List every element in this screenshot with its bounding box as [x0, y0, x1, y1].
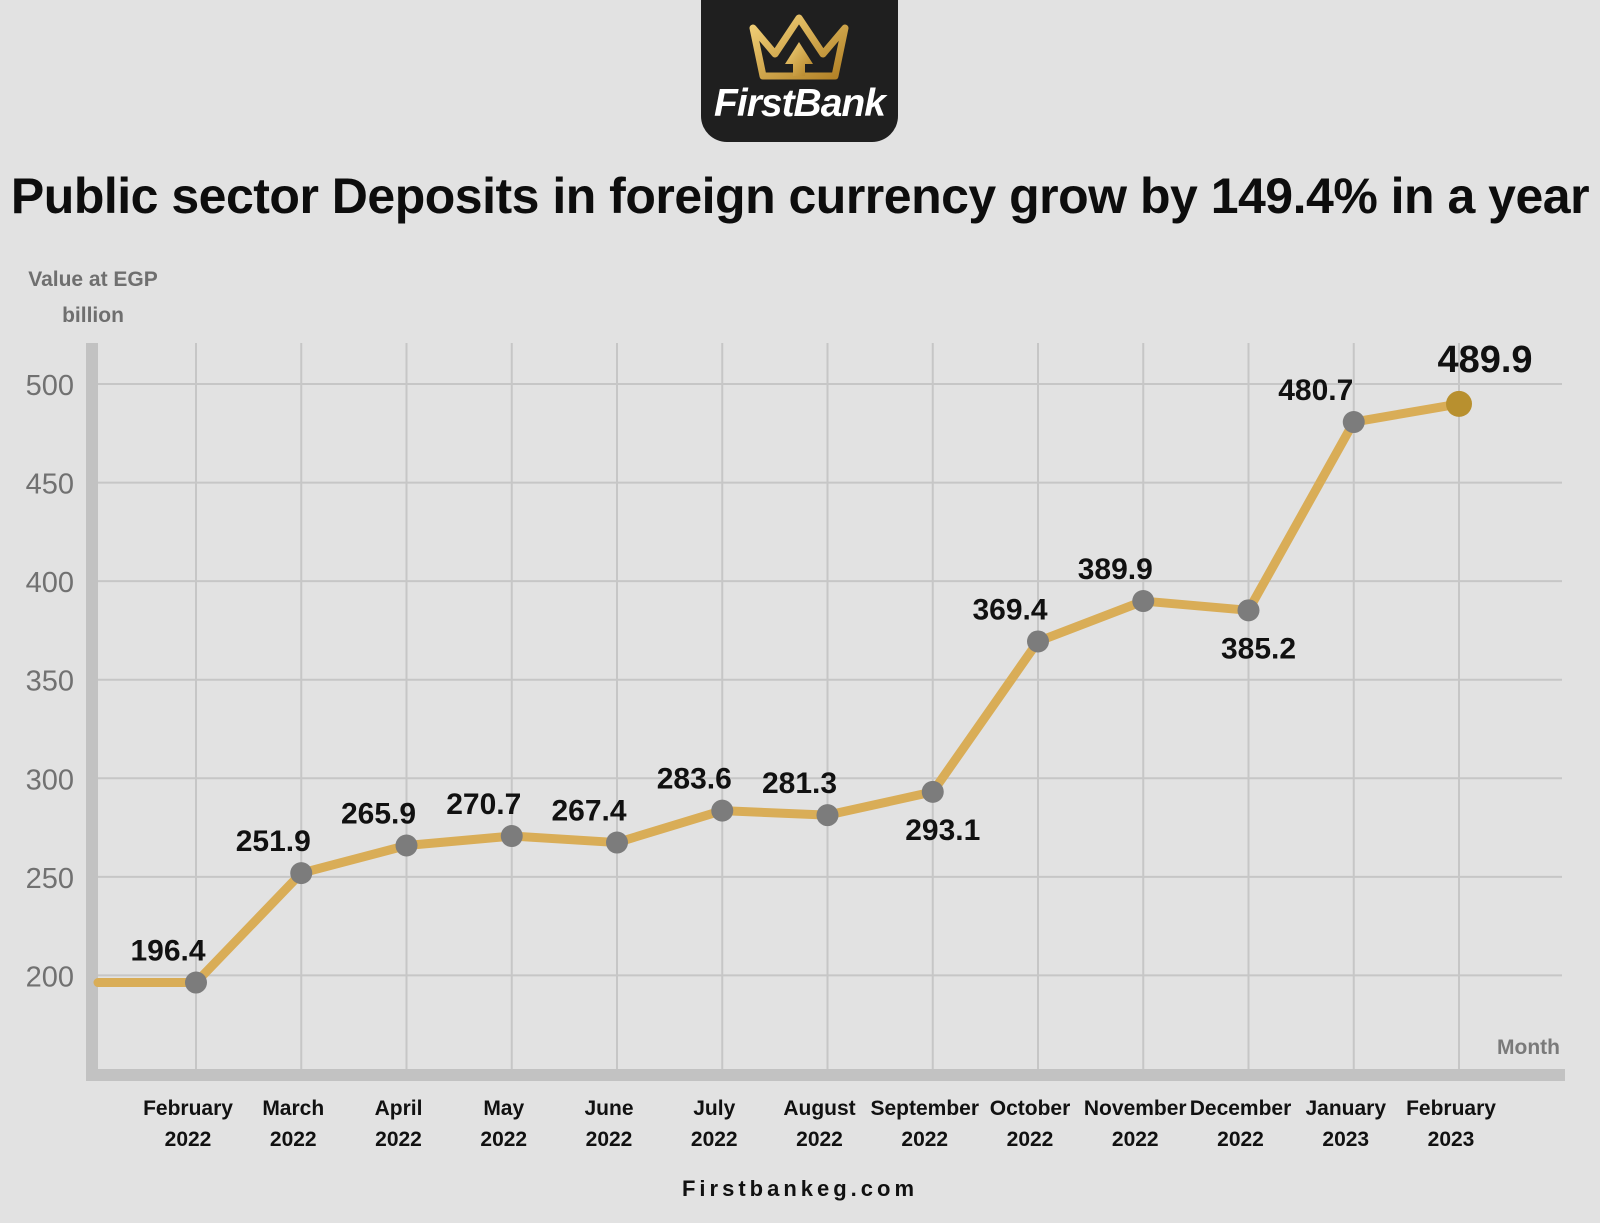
x-tick-label: 2022 [796, 1128, 843, 1151]
data-label: 265.9 [341, 798, 416, 831]
x-tick-label: 2022 [1217, 1128, 1264, 1151]
data-point [1027, 630, 1049, 653]
x-tick-label: 2022 [165, 1128, 212, 1151]
y-tick-label: 250 [26, 863, 74, 895]
x-tick-label: February [143, 1097, 233, 1120]
x-tick-label: June [584, 1097, 633, 1120]
x-tick-label: 2022 [901, 1128, 948, 1151]
data-point [1237, 599, 1260, 622]
x-tick-label: 2022 [1112, 1128, 1159, 1151]
y-axis-line [86, 343, 98, 1081]
x-tick-label: December [1190, 1097, 1292, 1120]
series-line [93, 399, 1464, 988]
x-tick-label: October [990, 1097, 1071, 1120]
x-tick-label: 2022 [270, 1128, 317, 1151]
data-point [1446, 390, 1472, 417]
data-label: 270.7 [446, 788, 521, 821]
x-tick-label: 2022 [586, 1128, 633, 1151]
x-axis-line [86, 1069, 1565, 1081]
data-label: 293.1 [905, 814, 980, 847]
y-tick-label: 500 [26, 370, 74, 402]
x-tick-label: February [1406, 1097, 1496, 1120]
data-point [816, 804, 839, 827]
x-tick-label: 2023 [1428, 1128, 1475, 1151]
x-tick-label: September [870, 1097, 979, 1120]
x-tick-label: 2023 [1322, 1128, 1369, 1151]
x-tick-label: 2022 [1007, 1128, 1054, 1151]
data-point [1132, 590, 1155, 613]
data-label: 267.4 [551, 795, 626, 828]
y-tick-label: 350 [26, 666, 74, 698]
data-label: 489.9 [1437, 339, 1532, 381]
y-tick-label: 400 [26, 567, 74, 599]
data-label: 196.4 [130, 935, 205, 968]
x-tick-label: November [1084, 1097, 1187, 1120]
data-point [290, 862, 313, 885]
data-point [711, 799, 734, 822]
data-point [395, 834, 418, 857]
data-point [606, 831, 628, 854]
data-label: 251.9 [236, 825, 311, 858]
data-point [185, 971, 207, 994]
y-axis-title: Value at EGP billion [28, 268, 158, 327]
data-point [1342, 411, 1365, 434]
x-tick-label: April [375, 1097, 423, 1120]
x-tick-label: August [783, 1097, 855, 1120]
x-tick-label: 2022 [480, 1128, 527, 1151]
crown-icon [749, 14, 849, 80]
data-label: 389.9 [1078, 553, 1153, 586]
data-label: 385.2 [1221, 632, 1296, 665]
data-label: 283.6 [657, 763, 732, 796]
x-tick-label: 2022 [375, 1128, 422, 1151]
footer-website[interactable]: Firstbankeg.com [681, 1176, 919, 1201]
x-tick-label: May [483, 1097, 524, 1120]
y-tick-label: 450 [26, 469, 74, 501]
chart-title: Public sector Deposits in foreign curren… [10, 168, 1590, 224]
brand-name: FirstBank [714, 82, 886, 125]
x-axis-title: Month [1497, 1036, 1560, 1059]
brand-logo: FirstBank [701, 0, 898, 142]
y-tick-label: 300 [26, 764, 74, 796]
y-tick-label: 200 [26, 961, 74, 993]
x-tick-label: 2022 [691, 1128, 738, 1151]
x-tick-label: March [262, 1097, 324, 1120]
data-label: 369.4 [972, 593, 1047, 626]
x-tick-label: January [1305, 1097, 1386, 1120]
data-label: 480.7 [1278, 374, 1353, 407]
data-point [500, 825, 523, 848]
x-tick-label: July [693, 1097, 735, 1120]
data-point [921, 780, 944, 803]
data-label: 281.3 [762, 767, 837, 800]
